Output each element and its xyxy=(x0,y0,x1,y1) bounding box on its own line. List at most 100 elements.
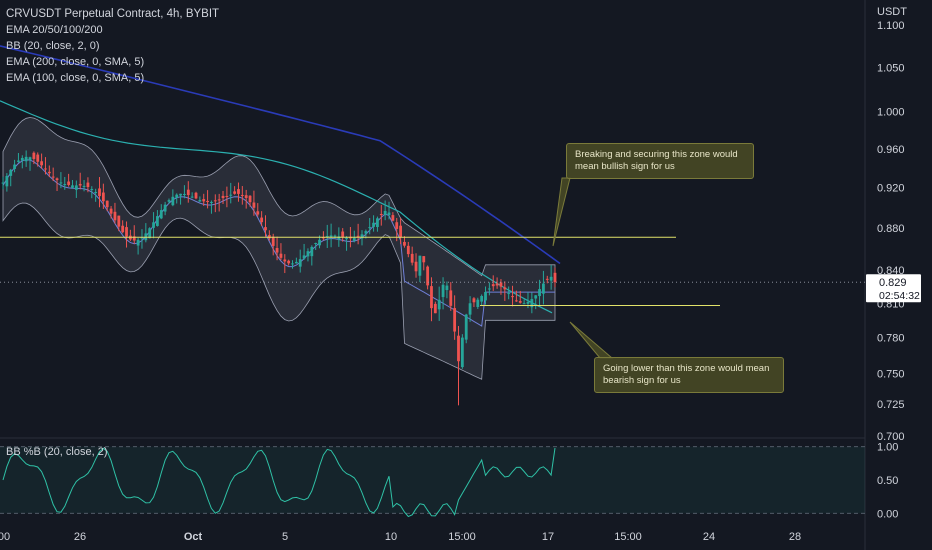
candle-body xyxy=(356,235,360,237)
candle-body xyxy=(90,188,94,190)
candle-body xyxy=(325,235,329,237)
candle-body xyxy=(387,212,391,216)
candle-body xyxy=(484,291,487,301)
candle-body xyxy=(32,152,36,159)
candle-body xyxy=(364,231,368,234)
price-tick-label: 1.050 xyxy=(877,62,905,74)
price-tick-label: 0.880 xyxy=(877,223,905,235)
time-tick-label: 28 xyxy=(789,531,801,543)
candle-body xyxy=(472,298,476,303)
candle-body xyxy=(310,246,314,257)
candle-body xyxy=(453,308,457,332)
candle-body xyxy=(156,216,159,226)
candle-body xyxy=(337,236,341,240)
candle-body xyxy=(86,182,90,188)
candle-body xyxy=(318,239,321,246)
levels xyxy=(0,177,865,359)
candle-body xyxy=(152,222,155,228)
candle-body xyxy=(252,202,256,208)
candle-body xyxy=(418,255,422,276)
candle-body xyxy=(279,253,283,258)
candle-body xyxy=(302,255,306,259)
candle-body xyxy=(225,195,229,197)
candle-body xyxy=(530,299,534,308)
candle-body xyxy=(298,259,302,267)
candle-body xyxy=(148,228,152,239)
candle-body xyxy=(179,193,182,196)
candle-body xyxy=(464,314,468,340)
bb-envelope xyxy=(2,117,556,380)
ema100-line xyxy=(0,100,553,314)
candle-body xyxy=(206,200,209,203)
candle-body xyxy=(20,157,24,161)
candle-body xyxy=(202,199,206,202)
candle-body xyxy=(545,278,549,280)
candle-body xyxy=(430,286,433,309)
candle-body xyxy=(426,266,430,286)
candle-body xyxy=(410,253,414,263)
candle-body xyxy=(511,296,514,298)
candle-body xyxy=(132,236,136,241)
time-tick-label: 10 xyxy=(385,531,397,543)
candle-body xyxy=(94,191,98,193)
price-tick-label: 0.920 xyxy=(877,182,905,194)
candle-body xyxy=(460,337,464,368)
time-tick-label: 26 xyxy=(74,531,86,543)
price-tick-label: 1.000 xyxy=(877,107,905,119)
candle-body xyxy=(406,245,410,255)
candle-body xyxy=(283,259,287,262)
candle-body xyxy=(476,299,480,307)
candle-body xyxy=(55,178,59,181)
candle-body xyxy=(379,214,383,216)
candle-body xyxy=(352,237,356,241)
candle-body xyxy=(113,211,117,221)
pctb-tick-label: 0.50 xyxy=(877,475,898,487)
note-lower: Going lower than this zone would mean be… xyxy=(594,357,784,393)
candle-body xyxy=(63,184,67,186)
candle-body xyxy=(240,194,244,196)
candle-body xyxy=(372,222,375,227)
candle-body xyxy=(248,195,252,203)
candle-body xyxy=(491,284,495,287)
chart-title: CRVUSDT Perpetual Contract, 4h, BYBIT xyxy=(6,8,220,20)
time-tick-label: 24 xyxy=(703,531,715,543)
candle-body xyxy=(71,185,74,188)
candle-body xyxy=(503,287,507,290)
candle-body xyxy=(291,263,294,265)
candle-body xyxy=(526,301,530,304)
candle-body xyxy=(233,191,237,194)
candle-body xyxy=(267,235,271,239)
candle-body xyxy=(28,157,32,160)
time-tick-label: 17 xyxy=(542,531,554,543)
candle-body xyxy=(229,194,233,196)
candle-body xyxy=(399,225,402,238)
candle-body xyxy=(345,238,348,240)
candle-body xyxy=(51,176,55,178)
ema-lines xyxy=(0,45,561,314)
candle-body xyxy=(480,295,484,302)
candle-body xyxy=(186,189,190,195)
candle-body xyxy=(109,208,113,214)
candle-body xyxy=(329,235,333,238)
currency-label: USDT xyxy=(877,6,907,18)
candle-body xyxy=(287,260,291,264)
pctb-band-fill xyxy=(0,446,865,514)
candle-body xyxy=(105,200,109,208)
note-upper: Breaking and securing this zone would me… xyxy=(566,143,754,179)
candle-body xyxy=(98,188,101,197)
candle-body xyxy=(256,211,260,215)
candle-body xyxy=(522,303,526,305)
candle-body xyxy=(271,236,275,246)
candle-body xyxy=(210,201,213,203)
candle-body xyxy=(159,210,163,219)
candle-body xyxy=(78,183,82,186)
candle-body xyxy=(198,200,202,202)
chart-legend: CRVUSDT Perpetual Contract, 4h, BYBIT EM… xyxy=(6,6,219,86)
candle-body xyxy=(1,182,5,184)
candle-body xyxy=(360,234,364,239)
candle-body xyxy=(321,237,325,239)
candle-body xyxy=(17,160,20,162)
candle-body xyxy=(140,237,144,239)
